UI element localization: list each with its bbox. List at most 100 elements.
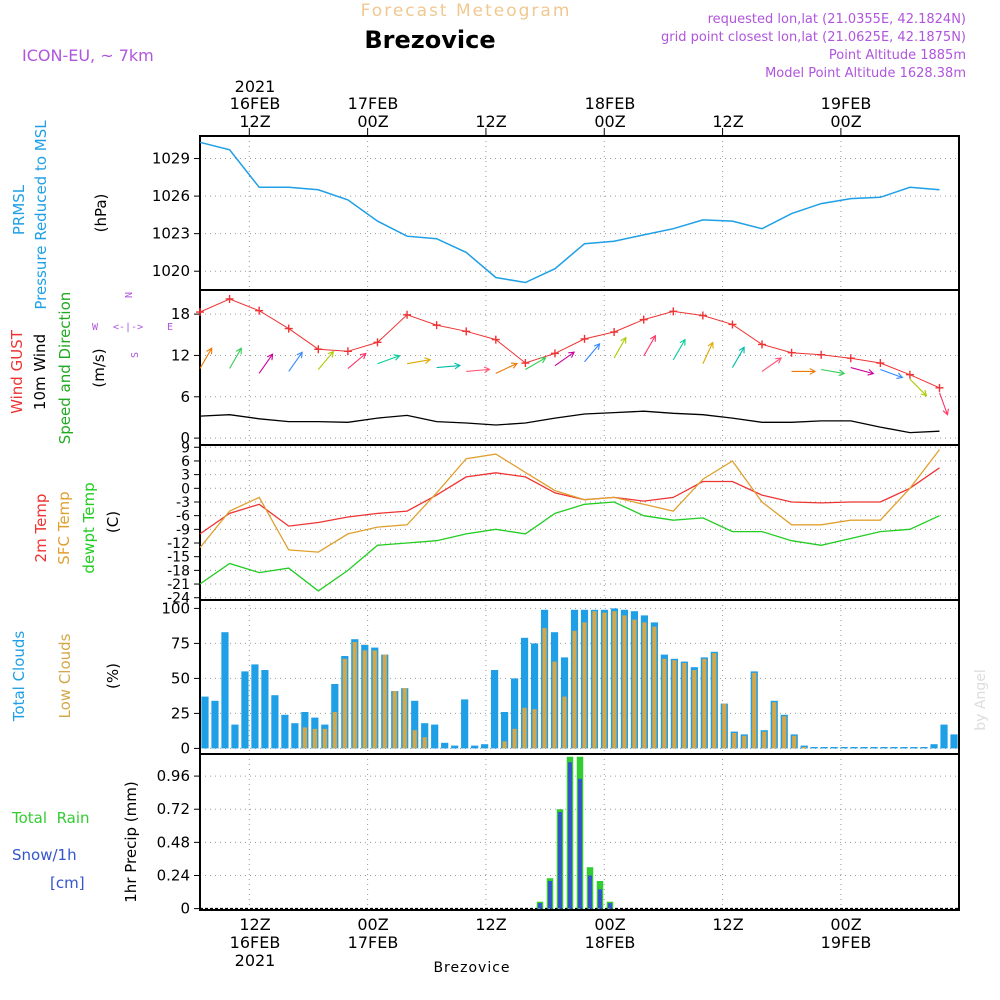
wind-arrow-head	[327, 350, 335, 358]
total-cloud-bar	[820, 747, 828, 749]
total-cloud-bar	[481, 744, 489, 749]
low-cloud-bar	[652, 626, 657, 749]
bottom-label-0-line1: 12Z	[239, 915, 270, 934]
temp-unit: (C)	[104, 511, 122, 533]
low-cloud-bar	[522, 707, 527, 749]
top-label-0-line3: 12Z	[239, 112, 270, 131]
temperature-plot	[199, 449, 941, 592]
bottom-time-labels: 12Z 16FEB 2021 00Z 17FEB 12Z 00Z 18FEB 1…	[230, 915, 872, 970]
top-label-3-line2: 18FEB	[585, 94, 636, 113]
compass-rose: N W <-|-> E S	[92, 292, 173, 358]
total-cloud-bar	[451, 745, 459, 749]
top-label-0-line2: 16FEB	[230, 94, 281, 113]
total-cloud-bar	[271, 695, 279, 749]
bottom-label-2: 12Z	[475, 915, 506, 934]
wind-arrow	[229, 347, 242, 369]
wind-label-gust: Wind GUST	[8, 329, 26, 414]
temp-label-sfc: SFC Temp	[55, 491, 73, 564]
total-cloud-bar	[421, 723, 429, 749]
ytick-temp-7: -12	[167, 536, 190, 552]
cloud-unit: (%)	[104, 663, 122, 689]
gust-marker	[876, 359, 885, 368]
cloud-plot	[201, 608, 958, 749]
wind-arrow-head	[266, 353, 274, 361]
compass-s: S	[130, 352, 141, 358]
gust-marker	[314, 345, 323, 354]
ytick-precip-4: 0.96	[157, 767, 190, 785]
ytick-cloud-4: 100	[161, 599, 190, 617]
compass-mid: <-|->	[113, 322, 143, 333]
ytick-cloud-0: 0	[180, 739, 190, 757]
low-cloud-bar	[672, 660, 677, 749]
low-cloud-bar	[552, 661, 557, 749]
ytick-precip-2: 0.48	[157, 833, 190, 851]
bottom-label-5-line2: 19FEB	[821, 933, 872, 952]
top-label-5-line3: 00Z	[830, 112, 861, 131]
gust-line	[199, 298, 940, 389]
gust-marker	[580, 334, 589, 343]
compass-w: W	[92, 322, 99, 333]
wind-plot	[196, 294, 949, 434]
low-cloud-bar	[362, 650, 367, 749]
low-cloud-bar	[412, 730, 417, 749]
temp-panel-labels: 2m Temp SFC Temp dewpt Temp (C)	[32, 482, 122, 573]
wind-arrow-head	[539, 357, 547, 364]
wind-arrow-head	[809, 368, 817, 375]
wind-arrow-head	[483, 366, 491, 374]
y-tick-labels: 10201023102610290612189630-3-6-9-12-15-1…	[152, 150, 200, 918]
wind-arrow-head	[296, 351, 303, 359]
wind-arrow	[317, 351, 334, 370]
top-time-labels: 2021 16FEB 12Z 17FEB 00Z 12Z 18FEB 00Z 1…	[230, 77, 872, 131]
ytick-temp-4: -3	[176, 495, 190, 511]
wind-arrow	[258, 353, 274, 374]
cloud-panel-labels: Total Clouds Low Clouds (%)	[10, 631, 122, 723]
gust-marker	[225, 294, 234, 303]
ytick-temp-8: -15	[167, 550, 190, 566]
ytick-wind-3: 18	[171, 305, 190, 323]
pressure-line	[199, 141, 940, 284]
pressure-label-msl: Pressure Reduced to MSL	[32, 120, 50, 310]
wind-arrow	[406, 359, 431, 365]
wind-arrow	[495, 362, 518, 374]
low-cloud-bar	[352, 642, 357, 749]
top-label-2: 12Z	[475, 112, 506, 131]
low-cloud-bar	[692, 670, 697, 749]
ytick-temp-11: -24	[167, 591, 190, 607]
low-cloud-bar	[422, 737, 427, 749]
total-cloud-bar	[920, 747, 928, 749]
temp-label-dewpt: dewpt Temp	[80, 482, 98, 573]
snow-bar	[608, 903, 612, 909]
precip-label-rain: Total Rain	[11, 809, 90, 827]
total-cloud-bar	[880, 747, 888, 749]
total-cloud-bar	[900, 747, 908, 749]
total-cloud-bar	[810, 747, 818, 749]
gust-marker	[255, 306, 264, 315]
low-cloud-bar	[322, 728, 327, 749]
precip-plot	[200, 756, 959, 910]
wind-unit: (m/s)	[90, 348, 108, 387]
wind-arrow-head	[593, 342, 601, 350]
wind-arrow-head	[568, 351, 576, 358]
wind-arrow-head	[738, 346, 745, 354]
model-name: ICON-EU, ~ 7km	[22, 46, 154, 65]
low-cloud-bar	[582, 622, 587, 749]
gust-marker	[639, 315, 648, 324]
low-cloud-bar	[382, 654, 387, 749]
low-cloud-bar	[302, 727, 307, 749]
low-cloud-bar	[392, 691, 397, 749]
low-cloud-bar	[702, 658, 707, 749]
bottom-label-4: 12Z	[712, 915, 743, 934]
total-cloud-bar	[431, 724, 439, 749]
total-cloud-bar	[840, 747, 848, 749]
ytick-temp-10: -21	[167, 577, 190, 593]
wind-arrow	[288, 351, 303, 372]
low-cloud-bar	[572, 630, 577, 749]
pressure-label-prmsl: PRMSL	[10, 184, 28, 235]
wind-arrow	[850, 367, 874, 375]
low-cloud-bar	[612, 611, 617, 749]
low-cloud-bar	[752, 672, 757, 749]
ytick-cloud-3: 75	[171, 634, 190, 652]
ytick-precip-1: 0.24	[157, 866, 190, 884]
total-cloud-bar	[520, 637, 529, 749]
low-cloud-bar	[792, 735, 797, 749]
